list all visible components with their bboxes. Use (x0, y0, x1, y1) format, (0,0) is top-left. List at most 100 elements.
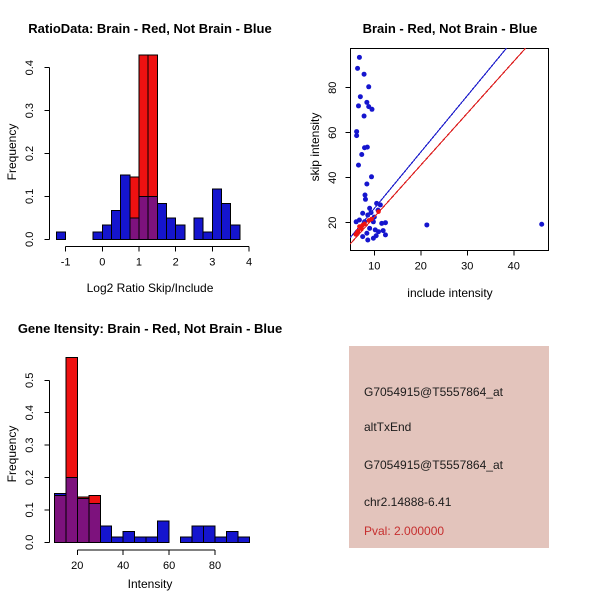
fit-line-blue (349, 47, 507, 239)
scatter-point-blue (362, 196, 368, 202)
scatter-point-blue (365, 237, 371, 243)
hist-bar (156, 203, 167, 240)
intensity-hist-ylabel: Frequency (5, 425, 19, 483)
scatter-point-blue (539, 221, 545, 227)
scatter-xlabel: include intensity (407, 286, 493, 300)
scatter-point-blue (364, 230, 370, 236)
scatter-point-blue (369, 174, 375, 180)
intensity-hist-title: Gene Itensity: Brain - Red, Not Brain - … (17, 321, 283, 336)
hist-bar (88, 494, 101, 504)
hist-bar (92, 231, 103, 240)
hist-bar (225, 531, 239, 543)
hist-bar (147, 54, 158, 197)
x-tick-label: 40 (117, 560, 129, 572)
hist-bar (237, 536, 250, 543)
x-tick-label: 4 (246, 257, 252, 269)
scatter-point-blue (353, 219, 359, 225)
x-tick-label: 20 (415, 260, 427, 272)
hist-bar (165, 217, 177, 240)
scatter-point-blue (356, 54, 362, 60)
hist-bar (101, 224, 112, 240)
y-tick-label: 0.4 (24, 405, 36, 420)
scatter-point-blue (369, 106, 375, 112)
x-tick-label: 80 (209, 560, 221, 572)
x-tick-label: 0 (99, 257, 105, 269)
scatter-point-blue (366, 84, 372, 90)
scatter-point-blue (370, 235, 376, 241)
hist-bar (211, 188, 223, 240)
y-tick-label: 0.1 (24, 189, 36, 204)
hist-bar (110, 210, 122, 240)
x-tick-label: -1 (61, 257, 71, 269)
hist-bar-overlap (147, 195, 158, 240)
hist-bar (122, 531, 136, 543)
scatter-point-blue (377, 202, 383, 208)
scatter-point-blue (424, 222, 430, 228)
hist-bar-overlap (65, 477, 78, 543)
y-tick-label: 0.0 (24, 535, 36, 550)
ratio-hist-ylabel: Frequency (5, 123, 19, 181)
scatter-point-red (355, 228, 361, 234)
hist-bar (214, 536, 227, 543)
scatter-ylabel: skip intensity (308, 112, 322, 182)
y-tick-label: 0.1 (24, 502, 36, 517)
scatter-point-blue (362, 192, 368, 198)
event-type-line: altTxEnd (364, 420, 412, 434)
scatter-point-red (369, 216, 374, 222)
probe-id-line: G7054915@T5557864_at (364, 385, 503, 399)
y-tick-label: 0.0 (24, 232, 36, 247)
hist-bar (111, 536, 124, 543)
hist-bar (180, 536, 193, 543)
hist-bar-overlap (88, 502, 101, 543)
hist-bar (99, 525, 113, 543)
ratio-hist-xlabel: Log2 Ratio Skip/Include (86, 281, 214, 295)
scatter-point-blue (360, 210, 366, 216)
scatter-point-red (362, 221, 367, 227)
hist-bar (120, 174, 131, 240)
x-tick-label: 60 (163, 560, 175, 572)
x-tick-label: 3 (209, 257, 215, 269)
scatter-point-blue (364, 144, 370, 150)
scatter-point-blue (375, 229, 381, 235)
probe-id-line-2: G7054915@T5557864_at (364, 458, 503, 472)
scatter-point-blue (355, 162, 361, 168)
info-panel: G7054915@T5557864_at altTxEnd G7054915@T… (349, 346, 549, 548)
y-tick-label: 80 (327, 82, 339, 94)
y-tick-label: 0.5 (24, 373, 36, 388)
scatter-point-blue (354, 133, 360, 139)
scatter-point-blue (379, 220, 385, 226)
scatter-point-blue (359, 152, 365, 158)
hist-bar (55, 231, 67, 240)
hist-bar (145, 536, 159, 543)
scatter-point-blue (355, 103, 361, 109)
x-tick-label: 1 (136, 257, 142, 269)
x-tick-label: 10 (368, 260, 380, 272)
y-tick-label: 0.3 (24, 437, 36, 452)
scatter-point-blue (354, 129, 360, 135)
hist-bar-overlap (138, 195, 149, 240)
hist-bar-overlap (53, 494, 67, 543)
fit-line-red (349, 47, 526, 245)
hist-bar (202, 231, 213, 240)
hist-bar (157, 520, 170, 543)
scatter-point-blue (355, 65, 361, 71)
scatter-point-blue (367, 225, 373, 231)
y-tick-label: 0.3 (24, 103, 36, 118)
y-tick-label: 0.2 (24, 470, 36, 485)
chr-location-line: chr2.14888-6.41 (364, 495, 452, 509)
scatter-point-blue (382, 220, 388, 226)
scatter-point-blue (360, 234, 366, 240)
plot-box (350, 47, 550, 251)
scatter-point-blue (364, 99, 370, 105)
pval-line: Pval: 2.000000 (364, 524, 445, 538)
hist-bar (175, 224, 186, 240)
hist-bar (230, 224, 241, 240)
hist-bar-overlap (129, 217, 140, 240)
hist-bar (65, 357, 78, 478)
x-tick-label: 20 (71, 560, 83, 572)
scatter-point-red (376, 209, 381, 214)
scatter-title: Brain - Red, Not Brain - Blue (362, 21, 538, 36)
y-tick-label: 0.2 (24, 146, 36, 161)
hist-bar-overlap (76, 498, 90, 543)
